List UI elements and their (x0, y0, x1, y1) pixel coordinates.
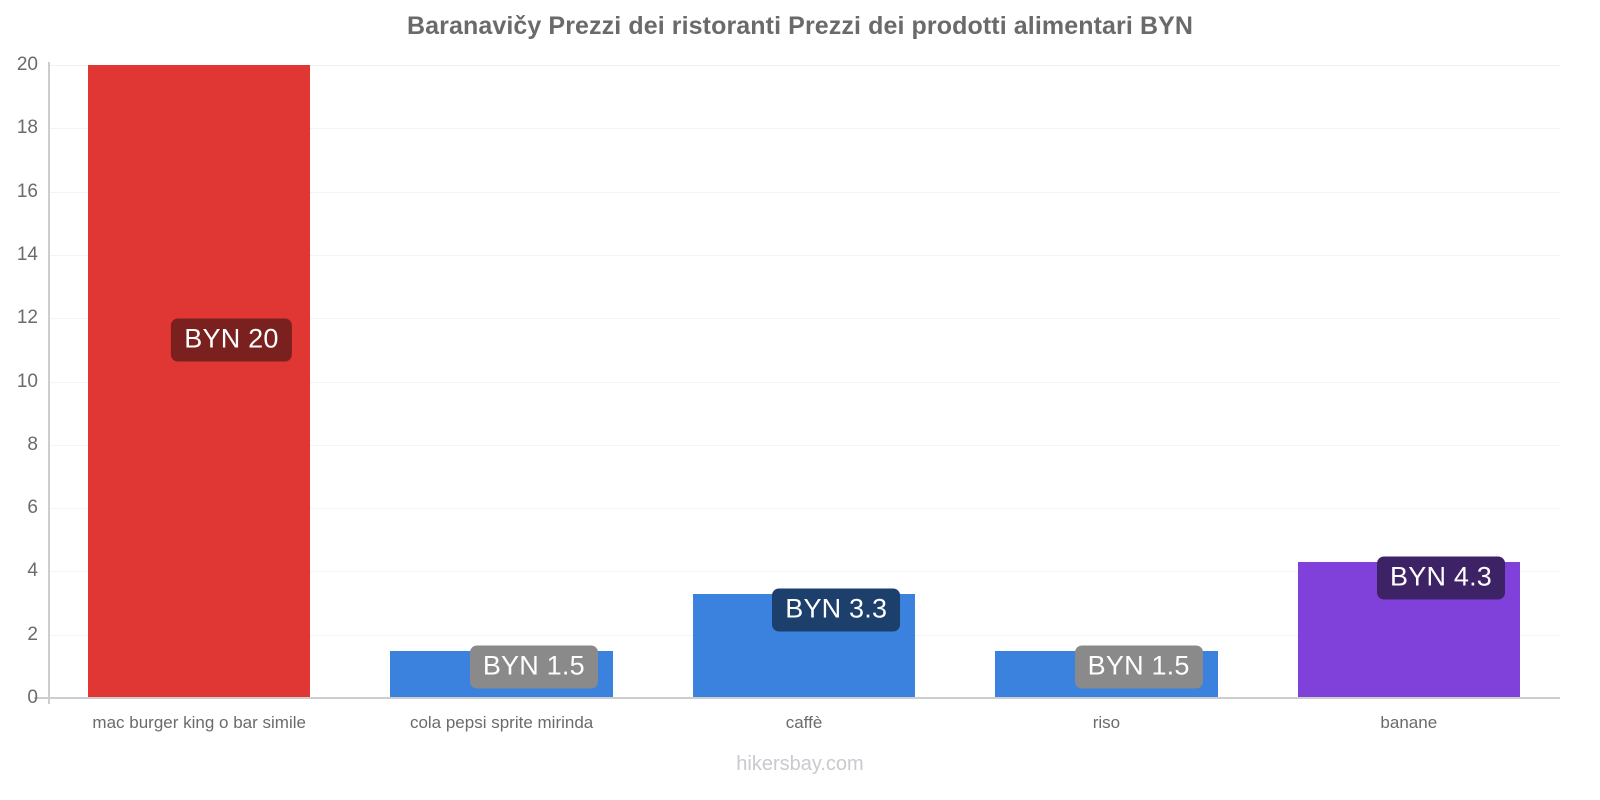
x-axis-tick-label: mac burger king o bar simile (92, 713, 306, 732)
gridline (48, 191, 1560, 193)
bar-slot[interactable] (1297, 65, 1520, 698)
x-axis-line (34, 697, 1560, 699)
data-label: BYN 1.5 (469, 645, 598, 689)
bar-slot[interactable] (390, 65, 613, 698)
y-axis-tick-label: 20 (16, 54, 38, 75)
y-axis-tick-label: 18 (16, 117, 38, 139)
x-axis-tick-label: banane (1380, 713, 1438, 732)
x-axis-tick-label: riso (1092, 713, 1121, 732)
y-axis-tick-label: 14 (16, 243, 38, 265)
x-axis-tick-label: caffè (785, 713, 823, 732)
gridline (48, 254, 1560, 256)
y-axis-tick-label: 0 (27, 687, 38, 708)
bar-slot[interactable] (88, 65, 311, 698)
gridline (48, 381, 1560, 383)
footer-watermark: hikersbay.com (736, 753, 864, 775)
y-axis-tick-label: 2 (27, 623, 38, 645)
y-axis-tick-label: 6 (27, 497, 38, 519)
gridline (48, 508, 1560, 510)
y-axis-tick-label: 16 (16, 180, 38, 202)
gridline (48, 128, 1560, 130)
gridline (48, 444, 1560, 446)
y-axis-line (48, 62, 50, 704)
y-axis-tick-label: 10 (16, 370, 38, 392)
bar-slot[interactable] (995, 65, 1218, 698)
data-label: BYN 4.3 (1377, 556, 1505, 600)
y-axis-tick-label: 8 (27, 433, 38, 455)
data-label: BYN 1.5 (1074, 645, 1203, 689)
y-axis-tick-labels: 0 2 4 6 8 10 12 14 16 18 20 (0, 0, 38, 800)
gridline (48, 65, 1560, 66)
gridline (48, 318, 1560, 320)
chart-title: Baranavičy Prezzi dei ristoranti Prezzi … (406, 12, 1194, 40)
y-axis-tick-label: 4 (27, 560, 38, 582)
bar[interactable] (88, 65, 311, 698)
gridline (48, 571, 1560, 573)
data-label: BYN 3.3 (772, 588, 901, 632)
data-label: BYN 20 (171, 318, 292, 362)
x-axis-tick-label: cola pepsi sprite mirinda (409, 713, 594, 732)
y-axis-tick-label: 12 (16, 307, 38, 329)
